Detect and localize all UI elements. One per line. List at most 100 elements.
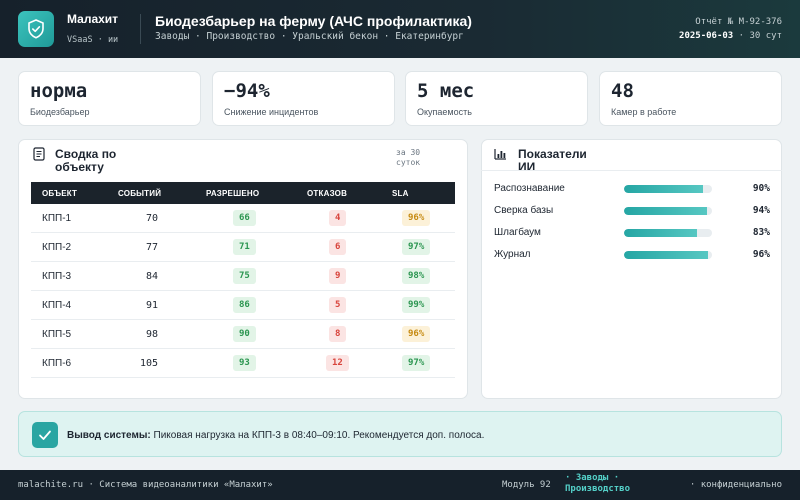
footer-module: Модуль 92 — [502, 480, 551, 490]
ai-metric-row: Шлагбаум 83% — [494, 226, 770, 240]
kpi-card-cameras[interactable]: 48 Камер в работе — [599, 71, 782, 126]
brand-subtitle: VSaaS · ии — [67, 35, 119, 45]
col-allowed[interactable]: РАЗРЕШЕНО — [206, 189, 260, 198]
metric-value: 83% — [752, 227, 770, 238]
document-icon — [33, 147, 45, 161]
report-number: Отчёт № М-92-376 — [695, 17, 782, 27]
metric-value: 94% — [752, 205, 770, 216]
cell-allowed: 90 — [233, 326, 256, 342]
kpi-label: Окупаемость — [417, 107, 472, 117]
logo[interactable] — [18, 11, 54, 47]
metric-bar — [624, 185, 712, 193]
kpi-card-biobarrier[interactable]: норма Биодезбарьер — [18, 71, 201, 126]
footer-site[interactable]: malachite.ru · Система видеоаналитики «М… — [18, 480, 273, 490]
cell-object: КПП-5 — [42, 329, 72, 340]
report-date: 2025-06-03 — [679, 31, 734, 41]
kpi-label: Снижение инцидентов — [224, 107, 319, 117]
cell-events: 105 — [139, 358, 158, 369]
conclusion-text: Вывод системы: Пиковая нагрузка на КПП-3… — [67, 429, 487, 443]
cell-denied: 8 — [329, 326, 347, 342]
cell-object: КПП-3 — [42, 271, 72, 282]
kpi-label: Биодезбарьер — [30, 107, 90, 117]
table-row[interactable]: КПП-5 98 90 8 96% — [31, 320, 455, 349]
cell-denied: 4 — [329, 210, 347, 226]
header-divider — [140, 14, 141, 44]
cell-events: 77 — [145, 242, 158, 253]
metric-value: 90% — [752, 183, 770, 194]
kpi-value: −94% — [224, 80, 270, 102]
summary-period: за 30 суток — [396, 148, 421, 167]
cell-sla: 97% — [402, 239, 431, 255]
footer-confidential: · конфиденциально — [689, 480, 782, 490]
kpi-card-payback[interactable]: 5 мес Окупаемость — [405, 71, 588, 126]
table-header: ОБЪЕКТ СОБЫТИЙ РАЗРЕШЕНО ОТКАЗОВ SLA — [31, 182, 455, 204]
ai-metric-row: Сверка базы 94% — [494, 204, 770, 218]
cell-events: 84 — [145, 271, 158, 282]
conclusion-body: Пиковая нагрузка на КПП-3 в 08:40–09:10.… — [150, 430, 485, 441]
table-row[interactable]: КПП-3 84 75 9 98% — [31, 262, 455, 291]
bar-chart-icon — [494, 149, 506, 160]
ai-metric-row: Распознавание 90% — [494, 182, 770, 196]
ai-metrics-panel — [481, 139, 782, 399]
cell-denied: 12 — [326, 355, 349, 371]
metric-bar-fill — [624, 207, 707, 215]
cell-allowed: 71 — [233, 239, 256, 255]
system-conclusion: Вывод системы: Пиковая нагрузка на КПП-3… — [18, 411, 782, 457]
cell-allowed: 66 — [233, 210, 256, 226]
col-denied[interactable]: ОТКАЗОВ — [307, 189, 348, 198]
report-info: Отчёт № М-92-376 2025-06-03 · 30 сут — [679, 15, 782, 43]
cell-denied: 5 — [329, 297, 347, 313]
cell-object: КПП-1 — [42, 213, 72, 224]
cell-events: 98 — [145, 329, 158, 340]
panel-divider — [481, 170, 782, 171]
brand-name: Малахит — [67, 12, 119, 26]
cell-object: КПП-6 — [42, 358, 72, 369]
metric-bar — [624, 207, 712, 215]
cell-events: 91 — [145, 300, 158, 311]
kpi-value: норма — [30, 80, 88, 102]
cell-sla: 98% — [402, 268, 431, 284]
table-row[interactable]: КПП-4 91 86 5 99% — [31, 291, 455, 320]
metric-value: 96% — [752, 249, 770, 260]
checkmark-icon — [32, 422, 58, 448]
table-row[interactable]: КПП-2 77 71 6 97% — [31, 233, 455, 262]
cell-sla: 99% — [402, 297, 431, 313]
kpi-label: Камер в работе — [611, 107, 677, 117]
metric-bar — [624, 251, 712, 259]
summary-title: Сводка по объекту — [55, 147, 117, 174]
ai-metric-row: Журнал 96% — [494, 248, 770, 262]
shield-check-icon — [28, 19, 44, 39]
metric-bar — [624, 229, 712, 237]
conclusion-label: Вывод системы: — [67, 430, 151, 441]
metric-bar-fill — [624, 185, 704, 193]
cell-sla: 97% — [402, 355, 431, 371]
metric-name: Журнал — [494, 249, 531, 260]
metric-name: Сверка базы — [494, 205, 554, 216]
col-object[interactable]: ОБЪЕКТ — [42, 189, 78, 198]
app-header: Малахит VSaaS · ии Биодезбарьер на ферму… — [0, 0, 800, 58]
report-period: · 30 сут — [738, 31, 782, 41]
cell-object: КПП-4 — [42, 300, 72, 311]
cell-allowed: 75 — [233, 268, 256, 284]
table-row[interactable]: КПП-1 70 66 4 96% — [31, 204, 455, 233]
metric-name: Шлагбаум — [494, 227, 541, 238]
footer-zone[interactable]: · Заводы · Производство — [565, 473, 631, 494]
kpi-card-incidents[interactable]: −94% Снижение инцидентов — [212, 71, 395, 126]
breadcrumb[interactable]: Заводы · Производство · Уральский бекон … — [155, 31, 464, 42]
cell-sla: 96% — [402, 210, 431, 226]
col-sla[interactable]: SLA — [392, 189, 409, 198]
cell-allowed: 86 — [233, 297, 256, 313]
metric-name: Распознавание — [494, 183, 565, 194]
metric-bar-fill — [624, 229, 698, 237]
cell-allowed: 93 — [233, 355, 256, 371]
cell-denied: 6 — [329, 239, 347, 255]
page-title: Биодезбарьер на ферму (АЧС профилактика) — [155, 13, 472, 29]
cell-object: КПП-2 — [42, 242, 72, 253]
table-row[interactable]: КПП-6 105 93 12 97% — [31, 349, 455, 378]
col-events[interactable]: СОБЫТИЙ — [118, 189, 162, 198]
kpi-value: 48 — [611, 80, 634, 102]
cell-sla: 96% — [402, 326, 431, 342]
kpi-value: 5 мес — [417, 80, 475, 102]
app-footer: malachite.ru · Система видеоаналитики «М… — [0, 470, 800, 500]
metric-bar-fill — [624, 251, 709, 259]
